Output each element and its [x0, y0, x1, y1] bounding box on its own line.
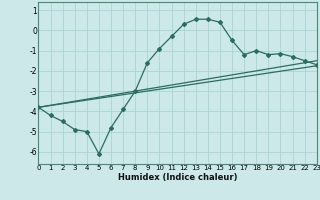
X-axis label: Humidex (Indice chaleur): Humidex (Indice chaleur): [118, 173, 237, 182]
